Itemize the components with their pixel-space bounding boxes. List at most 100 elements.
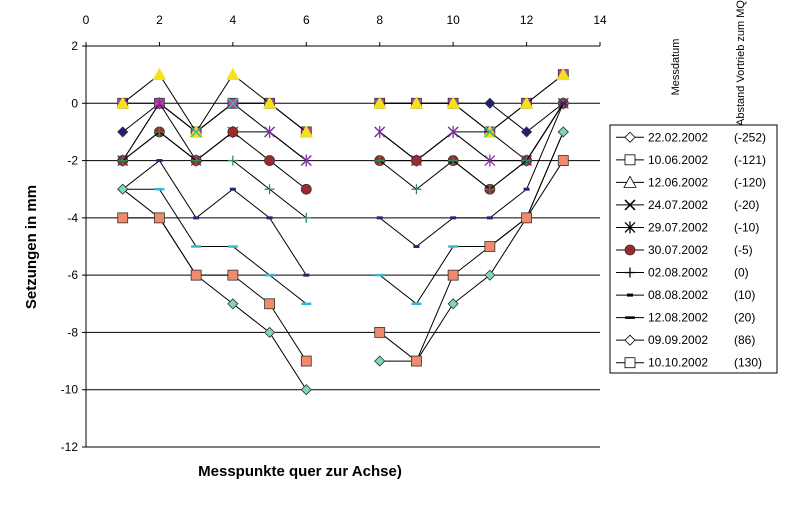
legend-entry: 12.08.2002 (20) (616, 311, 755, 325)
series-29.07.2002 (117, 97, 569, 167)
series-line (122, 188, 307, 305)
data-point (521, 155, 532, 166)
series-line (122, 159, 307, 276)
legend-distance: (-121) (734, 153, 766, 167)
series-line (122, 188, 307, 390)
legend-entry: 10.06.2002 (-121) (616, 153, 766, 167)
data-point (448, 155, 459, 166)
legend-date: 10.06.2002 (648, 153, 708, 167)
y-tick-label: -4 (67, 211, 78, 225)
data-point (227, 298, 239, 310)
series-22.02.2002 (117, 97, 569, 138)
data-point (374, 155, 385, 166)
data-point (373, 96, 387, 109)
series-line (122, 217, 307, 362)
data-point (446, 96, 460, 109)
legend-distance: (-252) (734, 130, 766, 144)
data-point (624, 131, 636, 143)
data-point (300, 183, 312, 195)
data-point (264, 184, 275, 195)
legend-date: 09.09.2002 (648, 333, 708, 347)
data-point (484, 154, 496, 167)
series-line (122, 102, 307, 161)
legend-entry: 24.07.2002 (-20) (616, 198, 759, 212)
data-point (484, 97, 496, 109)
data-point (624, 244, 636, 256)
data-point (116, 96, 130, 109)
x-tick-label: 8 (376, 13, 383, 27)
data-point (484, 269, 496, 281)
legend-distance: (10) (734, 288, 755, 302)
series-08.08.2002 (119, 101, 567, 277)
series-line (379, 160, 564, 362)
data-point (300, 154, 312, 167)
legend-header-date: Messdatum (670, 39, 682, 96)
data-point (624, 334, 636, 346)
x-tick-label: 12 (520, 13, 534, 27)
series-line (379, 131, 564, 362)
y-tick-label: -8 (67, 325, 78, 339)
legend-date: 08.08.2002 (648, 288, 708, 302)
data-point (264, 298, 275, 310)
data-point (301, 212, 312, 223)
legend-date: 29.07.2002 (648, 220, 708, 234)
legend-date: 02.08.2002 (648, 266, 708, 280)
legend: 22.02.2002 (-252) 10.06.2002 (-121) 12.06.20… (609, 124, 778, 374)
data-point (154, 212, 165, 224)
data-point (411, 155, 422, 166)
series-line (122, 131, 307, 219)
data-point (409, 96, 424, 109)
axes: 20-2-4-6-8-10-120 2 4 6 8 10 12 14 (61, 13, 607, 454)
data-point (226, 67, 240, 81)
data-point (117, 126, 129, 138)
data-point (154, 126, 165, 137)
series-line (379, 103, 564, 162)
series-10.10.2002 (117, 155, 569, 367)
data-point (624, 154, 636, 166)
series-line (122, 102, 307, 162)
legend-box (609, 124, 778, 374)
x-tick-label: 6 (303, 13, 310, 27)
data-point (374, 355, 386, 367)
legend-entry: 12.06.2002 (-120) (616, 175, 766, 189)
data-point (447, 298, 459, 310)
y-axis-label: Setzungen in mm (23, 185, 40, 309)
series-09.09.2002 (117, 126, 569, 396)
data-point (227, 126, 239, 138)
legend-distance: (0) (734, 266, 749, 280)
data-point (190, 126, 202, 138)
y-tick-label: -12 (61, 440, 79, 454)
legend-distance: (-10) (734, 220, 759, 234)
legend-entry: 09.09.2002 (86) (616, 333, 755, 347)
data-point (557, 126, 569, 138)
data-point (152, 67, 167, 81)
series-line (379, 103, 564, 190)
data-point (374, 125, 386, 138)
legend-distance: (130) (734, 356, 762, 370)
data-point (624, 221, 636, 234)
series-line (379, 103, 564, 248)
data-point (484, 184, 495, 195)
legend-date: 10.10.2002 (648, 356, 708, 370)
legend-distance: (-5) (734, 243, 753, 257)
data-point (117, 212, 129, 224)
data-point (153, 97, 165, 110)
data-point (191, 155, 202, 166)
x-tick-label: 0 (83, 13, 90, 27)
data-point (623, 175, 637, 188)
x-tick-label: 4 (230, 13, 237, 27)
y-tick-label: 0 (71, 96, 78, 110)
data-point (374, 327, 386, 338)
grid-lines (86, 45, 600, 448)
y-tick-label: -2 (67, 154, 78, 168)
data-point (519, 96, 534, 109)
legend-entry: 30.07.2002 (-5) (616, 243, 753, 257)
data-point (625, 267, 635, 278)
legend-entry: 10.10.2002 (130) (616, 356, 762, 370)
data-point (300, 355, 312, 367)
x-tick-label: 2 (156, 13, 163, 27)
data-point (264, 125, 276, 138)
legend-date: 30.07.2002 (648, 243, 708, 257)
